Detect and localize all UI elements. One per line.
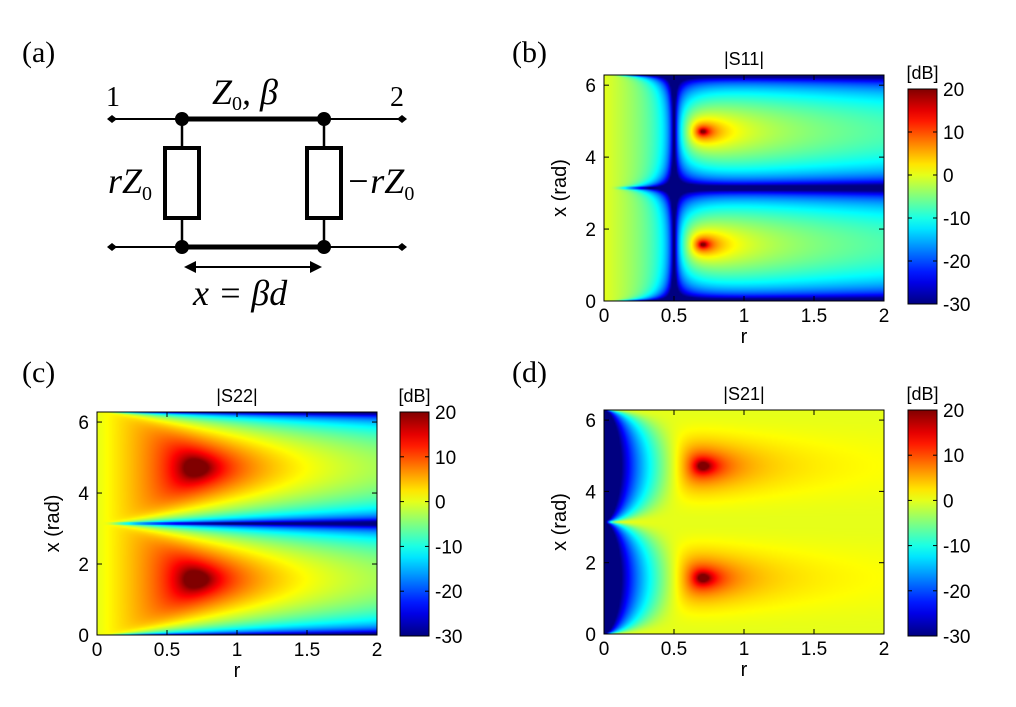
x-tick-label: 2: [879, 639, 890, 660]
right-impedance-label: −rZ0: [346, 161, 414, 205]
x-tick-label: 1: [739, 639, 750, 660]
terminal-1-top: [107, 115, 117, 123]
colorbar-tick-label: 20: [943, 80, 964, 101]
colorbar-tick-label: -10: [435, 537, 462, 558]
terminal-2-bottom: [397, 243, 407, 251]
y-tick-label: 2: [585, 554, 596, 575]
circuit-diagram: (a) 1 2 Z0, β rZ0: [22, 36, 414, 313]
x-tick-label: 1.5: [294, 640, 320, 661]
y-axis-label: x (rad): [549, 493, 571, 551]
y-axis-label: x (rad): [42, 495, 64, 553]
z-subscript: 0: [232, 93, 242, 115]
y-tick-label: 2: [78, 555, 89, 576]
colorbar-tick-label: 10: [943, 123, 964, 144]
y-tick-label: 6: [78, 413, 89, 434]
colorbar-tick-label: -10: [943, 209, 970, 230]
left-impedance-label: rZ0: [108, 161, 152, 205]
y-tick-label: 4: [585, 148, 596, 169]
length-arrow-right-head: [310, 261, 322, 273]
y-tick-label: 4: [585, 482, 596, 503]
right-shunt-impedance: [305, 146, 343, 220]
x-tick-label: 0.5: [154, 640, 180, 661]
right-impedance-sub: 0: [404, 183, 414, 205]
y-tick-label: 0: [585, 625, 596, 646]
colorbar-tick-label: -30: [943, 627, 970, 648]
x-tick-label: 1.5: [801, 306, 827, 327]
colorbar-tick-label: 0: [943, 491, 954, 512]
x-axis-label: r: [741, 659, 748, 681]
panel-d-tag: (d): [512, 356, 547, 389]
right-impedance-main: −rZ: [346, 161, 405, 201]
left-impedance-sub: 0: [142, 183, 152, 205]
terminal-2-top: [397, 115, 407, 123]
y-tick-label: 2: [585, 220, 596, 241]
terminal-1-bottom: [107, 243, 117, 251]
y-tick-label: 6: [585, 76, 596, 97]
plot-title: |S11|: [724, 49, 764, 69]
x-tick-label: 0.5: [661, 306, 687, 327]
colorbar-unit: [dB]: [398, 386, 430, 406]
colorbar: [907, 88, 938, 305]
colorbar-unit: [dB]: [906, 384, 938, 404]
y-tick-label: 0: [78, 626, 89, 647]
x-tick-label: 1: [232, 640, 243, 661]
y-tick-label: 4: [78, 484, 89, 505]
x-axis-label: r: [234, 660, 241, 682]
plot-title: |S21|: [723, 384, 764, 404]
colorbar-tick-label: 0: [943, 166, 954, 187]
colorbar-tick-label: -20: [943, 582, 970, 603]
colorbar-tick-label: 0: [435, 493, 446, 514]
panel-a-tag: (a): [22, 36, 55, 69]
x-tick-label: 1.5: [801, 639, 827, 660]
left-shunt-impedance: [163, 146, 201, 220]
length-arrow-left-head: [184, 261, 196, 273]
heatmap-image: [604, 410, 884, 634]
x-tick-label: 0: [92, 640, 103, 661]
x-tick-label: 0.5: [661, 639, 687, 660]
colorbar-tick-label: -30: [943, 295, 970, 316]
heatmap-image: [97, 412, 377, 635]
plot-title: |S22|: [216, 386, 257, 406]
colorbar: [907, 409, 938, 637]
port-1-label: 1: [106, 82, 120, 113]
colorbar-tick-label: -30: [435, 627, 462, 648]
colorbar-tick-label: -10: [943, 537, 970, 558]
colorbar-tick-label: 10: [435, 448, 456, 469]
y-tick-label: 0: [585, 292, 596, 313]
x-tick-label: 0: [599, 306, 610, 327]
colorbar-tick-label: -20: [435, 582, 462, 603]
panel-b-tag: (b): [512, 36, 547, 69]
colorbar-unit: [dB]: [906, 63, 938, 83]
x-tick-label: 1: [739, 306, 750, 327]
y-axis-label: x (rad): [549, 159, 571, 217]
line-parameters-label: Z0, β: [212, 72, 278, 115]
separator: ,: [242, 72, 260, 112]
x-tick-label: 0: [599, 639, 610, 660]
colorbar-tick-label: 20: [435, 403, 456, 424]
left-impedance-main: rZ: [108, 161, 143, 201]
beta-symbol: β: [259, 72, 278, 112]
colorbar: [399, 411, 430, 637]
electrical-length-label: x = βd: [192, 273, 288, 313]
port-2-label: 2: [390, 82, 404, 113]
y-tick-label: 6: [585, 411, 596, 432]
x-axis-label: r: [741, 326, 748, 348]
panel-c-tag: (c): [22, 356, 55, 389]
colorbar-tick-label: 10: [943, 446, 964, 467]
z-symbol: Z: [212, 72, 233, 112]
x-tick-label: 2: [879, 306, 890, 327]
colorbar-tick-label: -20: [943, 252, 970, 273]
colorbar-tick-label: 20: [943, 401, 964, 422]
x-tick-label: 2: [372, 640, 383, 661]
heatmap-image: [604, 75, 884, 301]
